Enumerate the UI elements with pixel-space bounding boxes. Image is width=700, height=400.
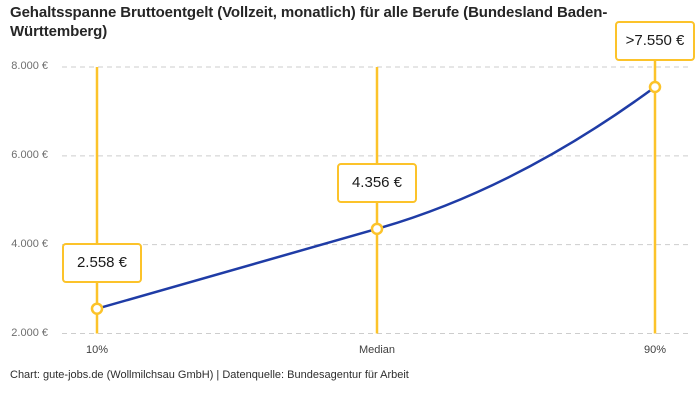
data-point-marker — [370, 222, 384, 236]
y-axis-tick-label: 4.000 € — [11, 237, 48, 250]
y-axis-tick-label: 8.000 € — [11, 60, 48, 72]
y-axis-tick-label: 6.000 € — [11, 148, 48, 161]
value-label-90th-percentile: >7.550 € — [615, 20, 695, 61]
data-point-marker — [90, 302, 104, 315]
x-axis-tick-label: 90% — [643, 344, 667, 356]
chart-title: Gehaltsspanne Bruttoentgelt (Vollzeit, m… — [10, 4, 608, 40]
attribution-footer: Chart: gute-jobs.de (Wollmilchsau GmbH) … — [10, 369, 409, 381]
value-label-10th-percentile: 2.558 € — [62, 242, 142, 283]
x-axis-tick-label: 10% — [85, 344, 109, 356]
x-axis-tick-label: Median — [358, 344, 396, 356]
y-axis-tick-label: 2.000 € — [11, 326, 48, 339]
value-label-median: 4.356 € — [337, 162, 417, 203]
data-point-marker — [648, 80, 662, 94]
